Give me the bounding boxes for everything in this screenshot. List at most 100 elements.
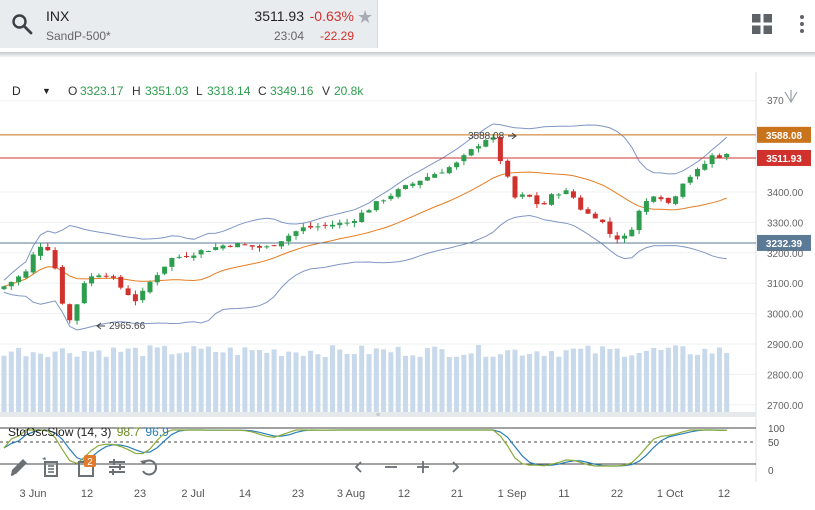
volume-bar	[103, 356, 109, 412]
volume-bar	[89, 351, 95, 412]
candle-body	[220, 245, 226, 249]
volume-bar	[176, 353, 182, 412]
candle-body	[169, 258, 175, 267]
volume-bar	[549, 351, 554, 412]
volume-bar	[169, 354, 175, 412]
candle-body	[8, 281, 14, 287]
candle-body	[59, 266, 65, 304]
volume-bar	[476, 345, 481, 412]
volume-bar	[315, 354, 321, 412]
candle-body	[570, 191, 576, 198]
quote-card[interactable]: INX SandP-500* 3511.93 -0.63% 23:04 -22.…	[0, 0, 378, 48]
candle-body	[607, 221, 613, 234]
volume-bar	[643, 350, 649, 412]
candle-body	[366, 210, 372, 213]
candle-body	[373, 201, 379, 211]
volume-bar	[716, 347, 722, 412]
index-name: SandP-500*	[46, 29, 111, 43]
date-tick-label: 1 Oct	[656, 488, 684, 500]
volume-bar	[271, 349, 277, 412]
scroll-down-icon[interactable]	[784, 90, 798, 104]
price-marker-label: 3588.08	[766, 131, 803, 142]
date-tick-label: 12	[80, 488, 94, 500]
last-price: 3511.93	[254, 8, 304, 24]
date-tick-label: 23	[133, 488, 147, 500]
candle-body	[417, 180, 423, 186]
volume-bar	[52, 351, 58, 412]
drawing-tools-icon[interactable]	[40, 456, 62, 478]
candle-body	[111, 276, 116, 278]
volume-bar	[96, 350, 102, 412]
volume-bar	[519, 355, 525, 412]
low-value: 3318.14	[207, 84, 251, 98]
volume-bar	[235, 354, 241, 412]
candle-body	[636, 210, 642, 231]
candle-body	[527, 194, 533, 197]
volume-bar	[534, 351, 540, 412]
volume-bar	[373, 348, 379, 412]
more-vertical-icon[interactable]	[795, 12, 809, 36]
candle-body	[403, 185, 408, 189]
reset-icon[interactable]	[138, 456, 160, 478]
volume-bar	[118, 351, 124, 412]
candle-body	[286, 235, 292, 242]
volume-bar	[607, 349, 613, 412]
scroll-left-icon[interactable]	[348, 456, 370, 478]
candle-body	[16, 276, 22, 283]
drag-handle-icon[interactable]: ≡	[376, 412, 380, 419]
volume-bar	[337, 349, 343, 412]
volume-bar	[512, 349, 518, 412]
volume-bar	[191, 346, 197, 412]
timeframe-selector[interactable]: D	[12, 84, 21, 98]
search-icon[interactable]	[10, 12, 34, 36]
volume-bar	[359, 345, 365, 412]
candle-body	[213, 247, 219, 250]
star-icon[interactable]: ★	[357, 7, 374, 27]
volume-bar	[293, 352, 299, 412]
candle-body	[622, 235, 627, 239]
stochastic-tick-label: 0	[768, 466, 774, 477]
candle-body	[563, 190, 569, 195]
chevron-down-icon[interactable]: ▼	[42, 86, 51, 96]
candle-body	[461, 155, 467, 162]
high-value: 3351.03	[145, 84, 189, 98]
chart-area[interactable]: 3588.08 2965.66 3588.08 3511.93 3232.39 3400…	[0, 72, 815, 510]
candle-body	[505, 160, 511, 177]
open-label: O	[68, 84, 78, 98]
settings-icon[interactable]	[106, 456, 128, 478]
candle-body	[724, 153, 730, 158]
candle-body	[702, 163, 708, 170]
volume-bar	[556, 356, 562, 412]
layout-grid-icon[interactable]	[751, 13, 773, 35]
indicator-badge: 2	[87, 457, 93, 468]
volume-bar	[132, 347, 138, 412]
volume-bar	[695, 354, 700, 412]
candle-body	[680, 183, 686, 197]
candle-body	[483, 140, 489, 147]
candle-body	[1, 286, 7, 290]
zoom-in-icon[interactable]	[412, 456, 434, 478]
candle-body	[468, 149, 474, 156]
zoom-out-icon[interactable]	[380, 456, 402, 478]
panel-splitter[interactable]	[0, 412, 756, 417]
candle-body	[45, 246, 51, 251]
volume-bar	[578, 348, 584, 412]
price-chart[interactable]: 3588.08 2965.66 3588.08 3511.93 3232.39 3400…	[0, 72, 815, 510]
volume-bar	[286, 351, 292, 412]
indicators-icon[interactable]: 2	[76, 454, 100, 478]
volume-bar	[205, 346, 211, 412]
candle-body	[330, 224, 335, 227]
date-tick-label: 22	[610, 488, 624, 500]
stochastic-tick-label: 50	[768, 438, 780, 449]
scroll-right-icon[interactable]	[444, 456, 466, 478]
pencil-icon[interactable]	[8, 456, 30, 478]
volume-bar	[680, 346, 686, 412]
volume-bar	[278, 355, 284, 412]
candle-body	[665, 197, 671, 203]
volume-bar	[257, 349, 262, 412]
price-tick-label: 3400.00	[767, 188, 804, 199]
volume-bar	[585, 345, 591, 412]
candle-body	[249, 245, 255, 247]
candle-body	[439, 172, 445, 174]
volume-bar	[461, 354, 467, 412]
